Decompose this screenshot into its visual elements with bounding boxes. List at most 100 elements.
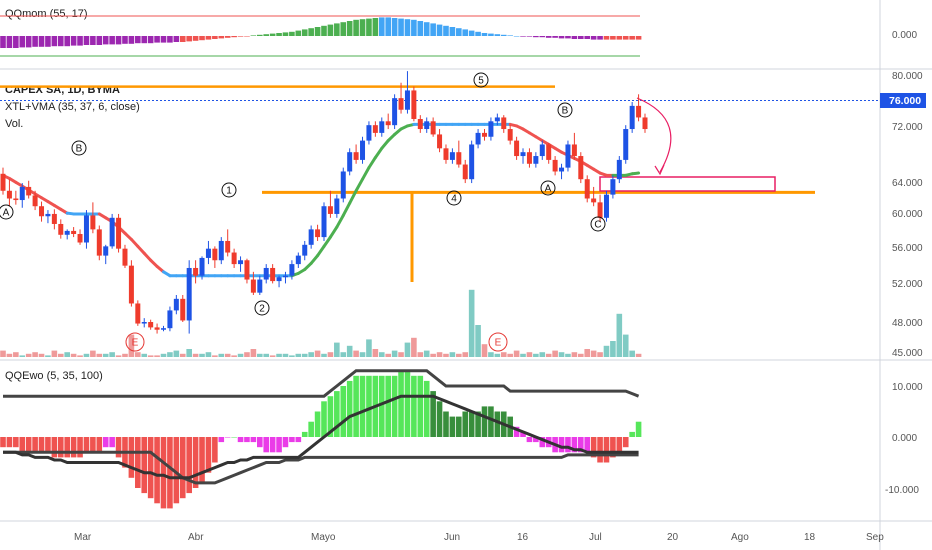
candle-body xyxy=(629,105,635,130)
wave-label-circle xyxy=(221,182,237,198)
qqmom-bar xyxy=(263,34,270,36)
vma-line-segment xyxy=(361,166,371,181)
volume-bar xyxy=(327,352,334,357)
candle-body xyxy=(546,144,552,160)
qqmom-bar xyxy=(237,36,244,37)
vma-line-segment xyxy=(630,171,641,176)
candle-body xyxy=(135,303,141,324)
volume-bar xyxy=(334,342,340,357)
candle-body xyxy=(610,179,616,195)
volume-bar xyxy=(533,353,539,357)
qqmom-bar xyxy=(423,22,430,36)
candle-body xyxy=(514,140,520,157)
volume-bar xyxy=(520,353,526,357)
volume-bar xyxy=(507,353,513,357)
qqewo-bar xyxy=(578,437,584,453)
qqewo-bar xyxy=(584,437,591,453)
volume-bar xyxy=(19,355,26,357)
qqewo-bar xyxy=(237,437,244,443)
qqewo-bar xyxy=(462,411,469,437)
qqewo-bar xyxy=(449,416,456,437)
volume-bar xyxy=(552,350,558,357)
candle-body xyxy=(199,257,205,276)
candle-body xyxy=(282,275,288,278)
qqmom-bar xyxy=(513,36,520,37)
qqewo-bar xyxy=(205,437,212,473)
qqmom-bar xyxy=(250,35,257,36)
qqewo-bar xyxy=(488,406,494,437)
qqewo-bar xyxy=(212,437,218,463)
main-y-tick-80: 80.000 xyxy=(892,71,923,82)
volume-bar xyxy=(404,342,411,357)
last-price-text: 76.000 xyxy=(889,95,921,107)
qqewo-title: QQEwo (5, 35, 100) xyxy=(5,370,103,382)
volume-bar xyxy=(179,353,186,357)
vma-indicator-title[interactable]: XTL+VMA (35, 37, 6, close) xyxy=(5,101,140,113)
wave-label: 2 xyxy=(259,304,265,315)
volume-bar xyxy=(481,344,488,357)
volume-bar xyxy=(321,353,327,357)
candle-body xyxy=(276,277,282,282)
qqewo-lower-band xyxy=(3,450,639,485)
qqewo-bar xyxy=(295,437,302,443)
qqewo-bar xyxy=(64,437,70,458)
qqewo-bar xyxy=(314,411,321,437)
volume-bar xyxy=(565,353,571,357)
qqmom-bar xyxy=(308,28,314,36)
qqewo-bar xyxy=(77,437,83,458)
volume-bar xyxy=(500,352,507,357)
qqmom-bar xyxy=(301,29,308,36)
candle-body xyxy=(424,121,430,130)
qqmom-bar xyxy=(147,36,154,44)
volume-bar xyxy=(346,345,353,357)
qqewo-bar xyxy=(436,401,443,437)
volume-bar xyxy=(263,353,270,357)
qqewo-bar xyxy=(610,437,616,458)
candle-body xyxy=(539,144,545,157)
volume-bar xyxy=(154,355,160,357)
volume-title[interactable]: Vol. xyxy=(5,118,23,130)
candle-body xyxy=(443,148,449,160)
candle-body xyxy=(360,140,366,160)
candle-body xyxy=(526,152,532,164)
qqmom-bar xyxy=(622,36,629,40)
volume-bar xyxy=(340,352,347,357)
qqewo-bar xyxy=(250,437,257,443)
volume-bar xyxy=(616,313,623,357)
volume-bar xyxy=(244,352,250,357)
vma-line-segment xyxy=(129,237,140,248)
qqmom-bar xyxy=(314,27,321,36)
candle-body xyxy=(257,279,263,293)
wave-label-circle xyxy=(0,204,14,220)
candle-body xyxy=(411,90,417,119)
candle-body xyxy=(0,173,6,191)
volume-bar xyxy=(32,352,38,357)
candle-body xyxy=(417,118,423,130)
candle-body xyxy=(507,129,513,141)
qqmom-bar xyxy=(545,36,552,38)
qqewo-bar xyxy=(616,437,623,453)
volume-bar xyxy=(359,352,366,357)
candle-body xyxy=(39,206,45,217)
candle-body xyxy=(449,152,455,160)
x-tick-jul: Jul xyxy=(589,532,602,543)
candle-body xyxy=(623,129,629,160)
qqmom-bar xyxy=(135,36,141,44)
qqewo-bar xyxy=(25,437,32,453)
qqmom-bar xyxy=(45,36,51,47)
qqmom-bar xyxy=(353,19,359,36)
volume-bar xyxy=(539,352,546,357)
qqewo-bar xyxy=(629,431,635,437)
qqmom-bar xyxy=(378,17,385,36)
qqewo-bar xyxy=(6,437,13,448)
volume-bar xyxy=(141,353,148,357)
candle-body xyxy=(437,134,443,149)
wave-label-circle xyxy=(71,140,87,156)
qqmom-bar xyxy=(443,25,449,36)
volume-bar xyxy=(443,353,449,357)
qqmom-bar xyxy=(456,28,462,36)
qqmom-bar xyxy=(244,36,250,37)
qqmom-bar xyxy=(417,21,424,36)
wave-label-circle xyxy=(254,300,270,316)
